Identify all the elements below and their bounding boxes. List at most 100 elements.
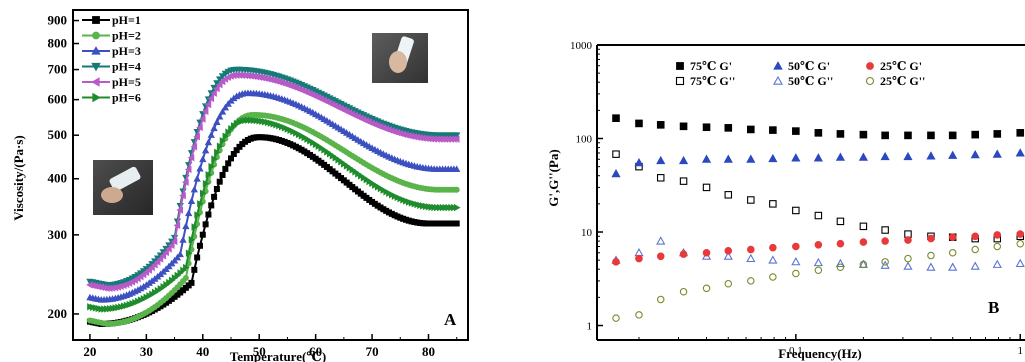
legend-marker <box>773 61 783 70</box>
data-point <box>635 254 643 263</box>
data-point <box>746 253 756 263</box>
legend-marker <box>91 62 101 72</box>
data-point <box>196 164 204 172</box>
data-point <box>679 122 688 131</box>
data-point <box>204 138 213 146</box>
panel-a-x-tick-label: 30 <box>140 344 153 359</box>
panel-b-x-tick-label: 0.1 <box>789 345 803 357</box>
data-point <box>221 103 230 111</box>
data-point <box>1016 230 1025 238</box>
data-point <box>210 124 218 132</box>
legend-label: 50℃ G' <box>788 59 830 73</box>
data-point <box>218 73 227 80</box>
data-point <box>222 165 229 172</box>
data-point <box>679 177 688 185</box>
data-point <box>927 131 935 140</box>
data-point <box>216 112 224 120</box>
legend-label: pH=3 <box>112 44 141 58</box>
data-point <box>183 263 190 272</box>
data-point <box>216 178 223 185</box>
legend-label: pH=1 <box>112 13 141 27</box>
series-ph5 <box>86 71 460 293</box>
legend-entry-ph3: pH=3 <box>82 44 141 58</box>
data-point <box>182 222 190 230</box>
panel-a-y-tick-label: 200 <box>48 306 68 321</box>
data-point <box>198 115 206 123</box>
panel-a-y-tick-label: 600 <box>48 92 68 107</box>
data-point <box>835 258 846 268</box>
data-point <box>747 245 755 254</box>
panel-a-x-tick-label: 50 <box>253 344 266 359</box>
legend-label: 50℃ G'' <box>788 74 833 88</box>
data-point <box>792 269 800 278</box>
data-point <box>948 150 958 159</box>
data-point <box>903 151 913 161</box>
data-point <box>635 119 643 128</box>
data-point <box>1015 258 1025 268</box>
legend-label: 25℃ G' <box>880 59 922 73</box>
panel-b-y-tick-label: 1000 <box>570 40 593 52</box>
data-point <box>196 123 203 132</box>
data-point <box>836 263 845 271</box>
panel-a-y-tick-label: 300 <box>48 227 68 242</box>
data-point <box>185 209 193 217</box>
data-point <box>202 221 209 228</box>
data-point <box>859 238 868 246</box>
data-point <box>216 76 224 84</box>
data-point <box>204 100 212 109</box>
legend-entry-ph1: pH=1 <box>82 13 141 27</box>
data-point <box>187 154 195 162</box>
data-point <box>188 236 196 244</box>
data-point <box>213 118 221 125</box>
data-point <box>904 254 912 263</box>
data-point <box>971 245 979 254</box>
data-point <box>858 152 868 161</box>
data-point <box>194 254 201 261</box>
data-point <box>153 258 161 266</box>
legend-entry-75c-gp: 75℃ G' <box>676 59 732 73</box>
legend-label: pH=6 <box>112 91 141 105</box>
data-point <box>992 149 1002 158</box>
data-point <box>218 108 227 115</box>
data-point <box>724 124 733 132</box>
data-point <box>452 135 460 143</box>
legend-entry-25c-gp: 25℃ G' <box>866 59 922 73</box>
data-point <box>927 251 935 260</box>
panel-b-y-tick-label: 10 <box>581 227 593 239</box>
data-point <box>215 81 223 89</box>
inset-photo-gel-right <box>372 33 428 83</box>
panel-a-x-tick-label: 70 <box>366 344 379 359</box>
data-point <box>216 142 224 150</box>
panel-a-x-tick-label: 20 <box>83 344 96 359</box>
data-point <box>814 266 823 274</box>
data-point <box>948 249 957 257</box>
data-point <box>191 223 199 231</box>
data-point <box>724 279 733 288</box>
data-point <box>1016 129 1025 137</box>
series-75c-gpp <box>612 150 1024 243</box>
data-point <box>880 151 890 161</box>
data-point <box>835 152 846 161</box>
legend-label: pH=2 <box>112 29 141 43</box>
data-point <box>702 248 711 257</box>
legend-marker <box>91 77 100 87</box>
panel-b-x-tick-label: 1 <box>1017 345 1023 357</box>
data-point <box>747 125 755 134</box>
data-point <box>993 130 1002 138</box>
data-point <box>199 155 207 163</box>
data-point <box>724 191 733 199</box>
data-point <box>656 174 665 182</box>
panel-b-series-layer <box>611 114 1025 322</box>
legend-entry-ph6: pH=6 <box>82 91 141 105</box>
panel-b-x-axis-title: Frequency(Hz) <box>778 346 862 361</box>
data-point <box>948 262 958 271</box>
data-point <box>836 130 845 138</box>
data-point <box>1015 148 1025 157</box>
data-point <box>702 284 711 293</box>
data-point <box>971 130 980 139</box>
legend-marker <box>91 46 101 55</box>
data-point <box>179 191 186 200</box>
series-ph6 <box>87 116 461 313</box>
legend-marker <box>773 75 783 85</box>
data-point <box>207 94 215 103</box>
